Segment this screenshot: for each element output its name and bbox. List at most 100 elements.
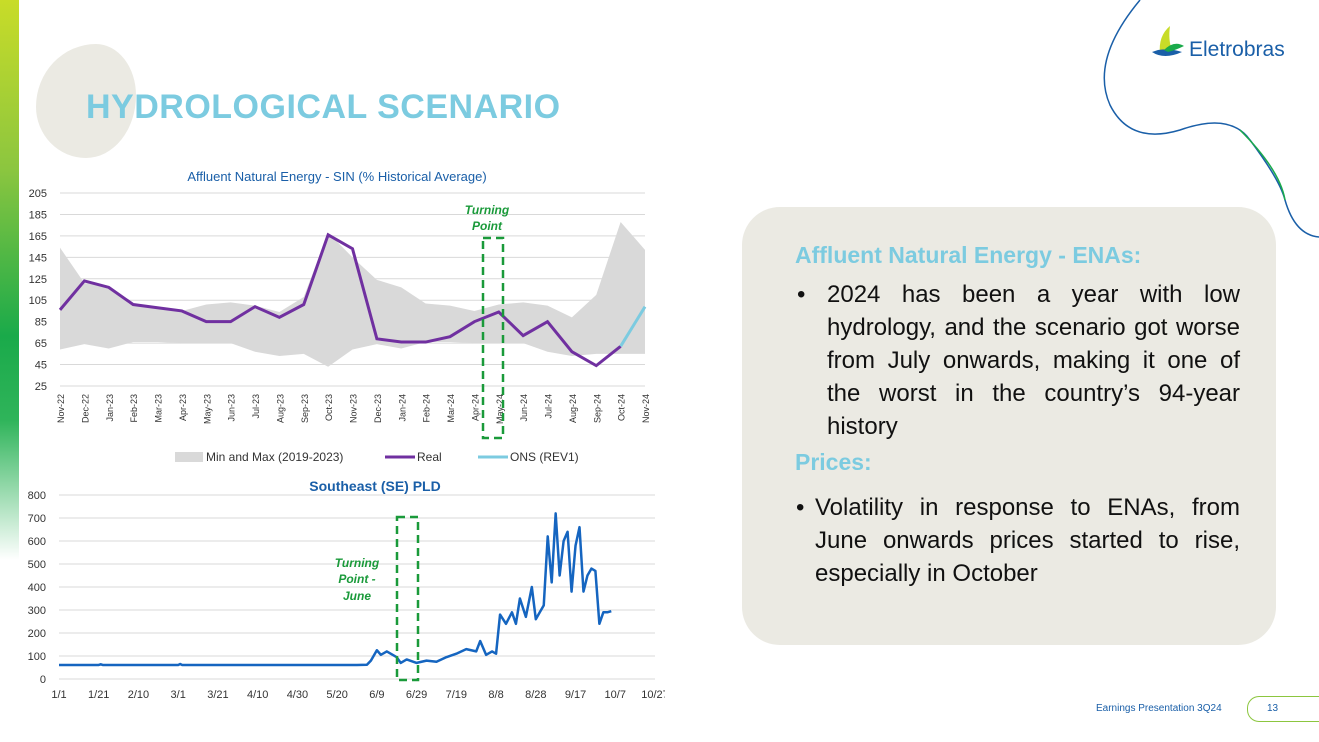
x-tick-label: 3/1 [171,689,186,701]
x-tick-label: 10/7 [605,689,626,701]
x-tick-label: Sep-24 [592,394,602,423]
x-tick-label: 6/9 [369,689,384,701]
y-tick-label: 25 [35,381,47,393]
commentary-panel [742,207,1276,645]
x-tick-label: Sep-23 [300,394,310,423]
turning-point-june-box [395,515,420,682]
x-tick-label: 7/19 [446,689,467,701]
x-tick-label: 1/21 [88,689,109,701]
x-tick-label: Nov-22 [56,394,66,423]
y-tick-label: 0 [40,674,46,686]
x-tick-label: Dec-22 [80,394,90,423]
pld-chart: Southeast (SE) PLD 800 700 600 500 400 300 200… [28,478,665,701]
y-tick-label: 165 [29,231,47,243]
x-tick-label: Apr-24 [470,394,480,421]
x-tick-label: Apr-23 [178,394,188,421]
y-tick-label: 125 [29,274,47,286]
ena-heading: Affluent Natural Energy - ENAs: [795,242,1141,269]
x-tick-label: 6/29 [406,689,427,701]
x-tick-label: Aug-24 [568,394,578,423]
min-max-band [60,221,645,367]
real-series-line [58,232,622,368]
turning-point-june-label-2: Point - [338,572,375,586]
y-tick-label: 65 [35,338,47,350]
x-tick-label: 10/27 [641,689,665,701]
bullet-dot-icon: • [797,281,806,308]
legend-ons-label: ONS (REV1) [510,450,579,464]
y-tick-label: 400 [28,582,46,594]
y-tick-label: 700 [28,513,46,525]
left-accent-bar [0,0,19,560]
legend-band-label: Min and Max (2019-2023) [206,450,343,464]
x-tick-label: Jan-24 [397,394,407,422]
ena-bullet: • 2024 has been a year with low hydrology… [797,278,1240,443]
y-tick-label: 185 [29,209,47,221]
y-tick-label: 105 [29,295,47,307]
y-tick-label: 45 [35,360,47,372]
x-tick-label: Oct-23 [324,394,334,421]
legend-real-label: Real [417,450,442,464]
x-tick-label: 1/1 [51,689,66,701]
bullet-dot-icon: • [796,494,805,521]
x-tick-label: Nov-23 [349,394,359,423]
x-tick-label: Jul-24 [544,394,554,419]
y-tick-label: 145 [29,252,47,264]
legend-band-swatch [175,452,203,462]
x-tick-label: Mar-24 [446,394,456,423]
x-tick-label: Dec-23 [373,394,383,423]
x-tick-label: Jul-23 [251,394,261,419]
x-tick-label: 5/20 [326,689,347,701]
y-tick-label: 300 [28,605,46,617]
prices-bullet-text: Volatility in response to ENAs, from Jun… [815,494,1240,587]
eletrobras-logo-icon [1152,26,1184,56]
x-tick-label: Jan-23 [105,394,115,422]
logo-text: Eletrobras [1189,38,1285,61]
corner-curve-decoration [1103,0,1319,238]
prices-bullet: • Volatility in response to ENAs, from Ju… [796,491,1240,590]
x-tick-label: Jun-23 [227,394,237,422]
page-number-frame [1247,696,1319,722]
footer-label: Earnings Presentation 3Q24 [1096,703,1222,714]
x-tick-label: Jun-24 [519,394,529,422]
y-tick-label: 200 [28,628,46,640]
chart-legend: Min and Max (2019-2023) Real ONS (REV1) [175,450,579,464]
x-tick-label: Mar-23 [154,394,164,423]
x-tick-label: May-24 [495,394,505,424]
page-title: HYDROLOGICAL SCENARIO [86,88,561,126]
ons-series-line [619,305,647,348]
x-tick-label: 4/10 [247,689,268,701]
y-tick-label: 500 [28,559,46,571]
x-tick-label: 4/30 [287,689,308,701]
x-tick-label: Aug-23 [275,394,285,423]
x-tick-label: Nov-24 [641,394,651,423]
ena-bullet-text: 2024 has been a year with low hydrology,… [827,281,1240,440]
ena-heading-abbr: ENAs: [1072,242,1142,268]
x-tick-label: Feb-23 [129,394,139,423]
ena-chart-title: Affluent Natural Energy - SIN (% Histori… [187,169,486,184]
y-tick-label: 100 [28,651,46,663]
x-tick-label: 2/10 [128,689,149,701]
x-tick-label: Oct-24 [617,394,627,421]
prices-heading: Prices: [795,449,872,475]
x-tick-label: Feb-24 [422,394,432,423]
x-tick-label: 3/21 [207,689,228,701]
pld-series-line [59,512,612,667]
x-tick-label: 8/28 [525,689,546,701]
x-tick-label: 8/8 [488,689,503,701]
page-number: 13 [1267,703,1279,714]
x-tick-label: 9/17 [565,689,586,701]
y-tick-label: 205 [29,188,47,200]
turning-point-june-label-1: Turning [335,556,380,570]
ena-heading-main: Affluent Natural Energy - [795,242,1073,268]
title-decoration [36,44,136,158]
y-tick-label: 800 [28,490,46,502]
turning-point-june-label-3: June [343,589,371,603]
y-tick-label: 600 [28,536,46,548]
turning-point-label-2: Point [472,219,503,233]
turning-point-label-1: Turning [465,203,510,217]
x-tick-label: May-23 [202,394,212,424]
pld-chart-title: Southeast (SE) PLD [309,478,440,494]
ena-chart: Affluent Natural Energy - SIN (% Histori… [29,169,651,464]
turning-point-box [481,236,505,440]
y-tick-label: 85 [35,317,47,329]
